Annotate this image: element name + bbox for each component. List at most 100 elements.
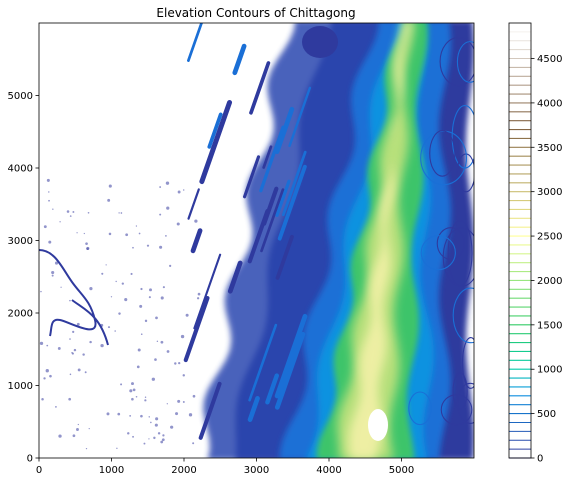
contour-speck	[136, 365, 140, 369]
chart-title: Elevation Contours of Chittagong	[156, 6, 355, 20]
contour-speck	[51, 274, 54, 277]
contour-speck	[143, 442, 146, 445]
contour-speck	[40, 290, 42, 293]
contour-speck	[160, 340, 164, 344]
contour-speck	[169, 264, 172, 267]
contour-speck	[178, 361, 181, 365]
contour-line	[260, 188, 285, 253]
contour-speck	[159, 186, 162, 188]
contour-line	[249, 61, 271, 115]
contour-speck	[148, 438, 150, 440]
contour-speck	[166, 206, 170, 210]
contour-speck	[165, 235, 167, 237]
contour-line	[198, 381, 222, 440]
contour-speck	[115, 280, 117, 283]
colorbar-tick-label: 2000	[537, 276, 562, 287]
contour-speck	[76, 322, 80, 326]
x-tick-label: 5000	[389, 465, 414, 476]
contour-speck	[72, 210, 75, 213]
contour-speck	[120, 383, 123, 386]
contour-region	[337, 23, 414, 458]
contour-speck	[117, 412, 121, 416]
contour-speck	[101, 272, 104, 275]
contour-speck	[196, 297, 200, 300]
x-tick-label: 0	[36, 465, 42, 476]
contour-speck	[174, 362, 177, 365]
contour-line	[288, 86, 312, 148]
contour-speck	[76, 232, 78, 234]
contour-speck	[127, 432, 130, 435]
contour-speck	[105, 264, 107, 266]
contour-speck	[138, 232, 141, 235]
contour-speck	[129, 415, 132, 417]
contour-speck	[45, 369, 49, 373]
plot-area	[39, 23, 474, 458]
contour-speck	[177, 399, 181, 403]
x-tick-label: 2000	[171, 465, 196, 476]
contour-speck	[59, 221, 61, 223]
contour-speck	[135, 395, 138, 398]
contour-region	[203, 23, 388, 458]
contour-speck	[57, 347, 61, 350]
contour-speck	[140, 333, 143, 335]
contour-region	[368, 409, 388, 441]
contour-speck	[161, 438, 165, 442]
x-tick-label: 3000	[244, 465, 269, 476]
contour-speck	[125, 233, 129, 237]
contour-speck	[76, 428, 79, 431]
contour-speck	[175, 412, 179, 416]
contour-speck	[177, 190, 181, 194]
contour-speck	[110, 296, 113, 298]
contour-speck	[182, 374, 185, 377]
contour-speck	[43, 377, 46, 380]
contour-line	[420, 235, 456, 271]
contour-speck	[46, 344, 49, 347]
contour-speck	[192, 394, 196, 398]
contour-speck	[151, 377, 155, 381]
contour-speck	[73, 348, 77, 352]
contour-line	[193, 253, 222, 330]
y-tick-label: 2000	[8, 309, 33, 320]
contour-speck	[159, 213, 162, 216]
x-tick-label: 1000	[99, 465, 124, 476]
contour-speck	[144, 396, 147, 398]
contour-speck	[84, 371, 87, 374]
contour-speck	[182, 400, 185, 403]
colorbar-tick-label: 3500	[537, 143, 562, 154]
contour-speck	[120, 212, 123, 214]
contour-speck	[182, 189, 185, 191]
contour-speck	[166, 403, 168, 405]
contour-line	[247, 396, 260, 422]
contour-speck	[170, 425, 174, 429]
contour-speck	[162, 434, 165, 437]
contour-speck	[48, 199, 50, 202]
contour-speck	[86, 247, 89, 251]
contour-speck	[146, 244, 150, 247]
contour-speck	[154, 423, 158, 427]
contour-speck	[72, 330, 75, 333]
colorbar: 0 500 1000 1500 2000 2500 3000 3500 4000 4500	[508, 22, 562, 465]
contour-speck	[165, 181, 170, 185]
contour-speck	[130, 272, 133, 276]
contour-speck	[49, 374, 52, 378]
x-axis: 0 1000 2000 3000 4000 5000	[36, 458, 414, 476]
y-tick-label: 3000	[8, 236, 33, 247]
contour-speck	[66, 210, 70, 213]
contour-line	[232, 43, 247, 76]
contour-speck	[108, 232, 112, 236]
contour-speck	[156, 340, 159, 343]
contour-line	[259, 125, 285, 193]
contour-line	[275, 179, 291, 217]
contour-line	[190, 228, 203, 254]
contour-speck	[129, 389, 133, 393]
contour-speck	[106, 412, 110, 416]
contour-speck	[89, 287, 93, 291]
contour-speck	[43, 225, 47, 229]
contour-speck	[39, 341, 44, 346]
contour-speck	[72, 434, 76, 438]
contour-speck	[149, 288, 152, 292]
contour-speck	[55, 405, 57, 408]
contour-line	[207, 112, 223, 149]
contour-line	[429, 130, 456, 177]
y-tick-label: 5000	[8, 91, 33, 102]
